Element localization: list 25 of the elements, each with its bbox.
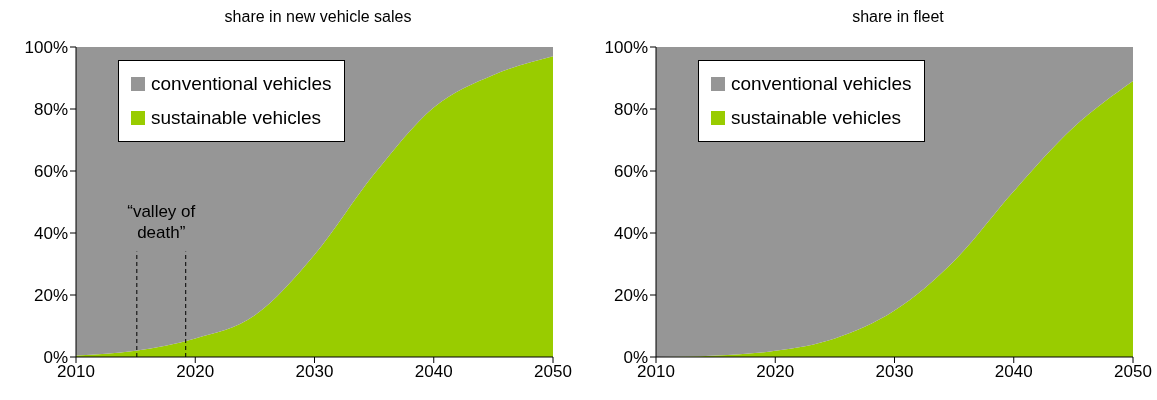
y-tick-label: 60% [33, 162, 68, 182]
y-tick-label: 100% [604, 38, 648, 58]
y-tick-label: 20% [613, 286, 648, 306]
x-tick-label: 2040 [414, 362, 453, 382]
x-tick-label: 2020 [176, 362, 215, 382]
y-tick-label: 40% [33, 224, 68, 244]
y-tick-label: 80% [613, 100, 648, 120]
y-tick-label: 60% [613, 162, 648, 182]
y-tick-label: 100% [24, 38, 68, 58]
y-tick-label: 80% [33, 100, 68, 120]
annotation: “valley of death” [127, 201, 196, 242]
legend-label: sustainable vehicles [151, 106, 322, 130]
legend-label: sustainable vehicles [731, 106, 902, 130]
x-tick-label: 2030 [875, 362, 914, 382]
chart-title: share in fleet [851, 8, 945, 26]
y-tick-label: 20% [33, 286, 68, 306]
y-tick-label: 40% [613, 224, 648, 244]
chart-title: share in new vehicle sales [223, 8, 413, 26]
x-tick-label: 2040 [994, 362, 1033, 382]
x-tick-label: 2050 [1114, 362, 1152, 382]
x-tick-label: 2050 [534, 362, 572, 382]
legend-label: conventional vehicles [151, 72, 332, 96]
x-tick-label: 2030 [295, 362, 334, 382]
legend-label: conventional vehicles [731, 72, 912, 96]
x-tick-label: 2020 [756, 362, 795, 382]
